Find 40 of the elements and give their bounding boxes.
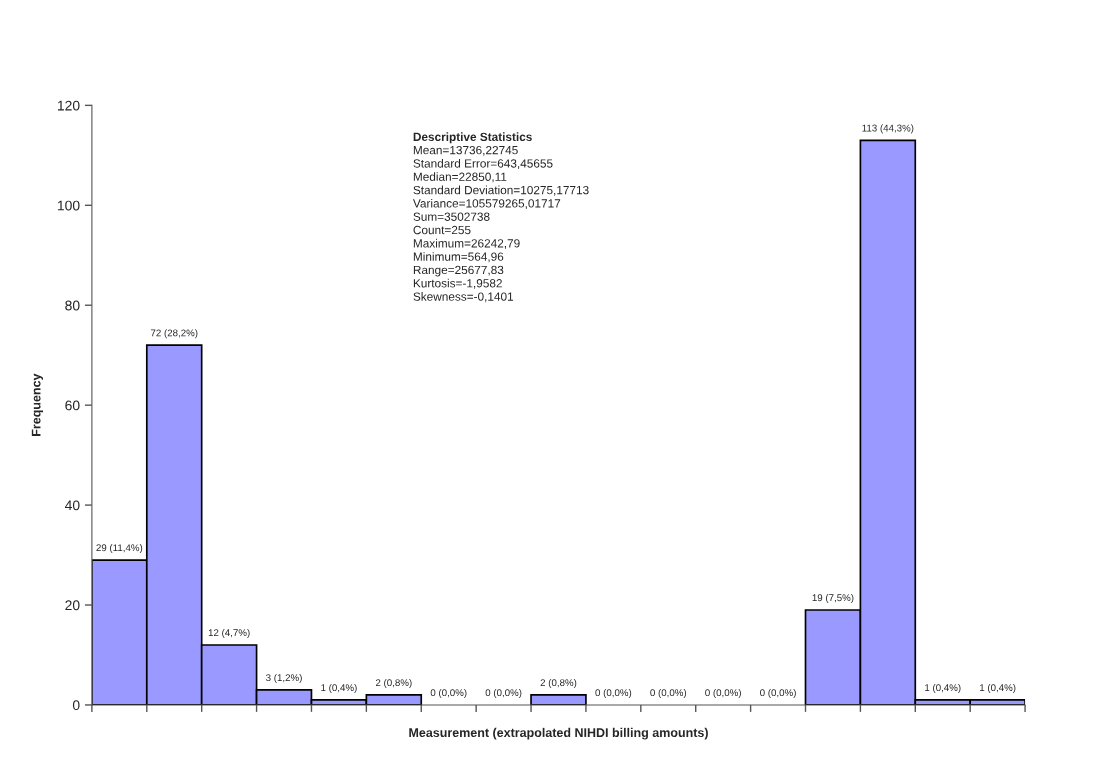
annotation: Median=22850,11 [413,172,507,183]
y-tick-label: 60 [65,400,80,411]
bar [530,694,587,705]
annotation: Variance=105579265,01717 [412,198,561,209]
data-label: 1 (0,4%) [321,683,357,693]
annotation: Mean=13736,22745 [413,145,518,156]
y-tick-label: 20 [65,600,80,611]
annotation: Standard Error=643,45655 [413,158,553,170]
data-label: 3 (1,2%) [266,673,302,683]
y-tick-label: 40 [64,500,80,511]
y-tick-label: 0 [72,700,80,711]
data-label: 0 (0,0%) [760,688,796,698]
data-label: 113 (44,3%) [862,124,914,134]
annotation: Range=25677,83 [413,265,504,277]
data-label: 2 (0,8%) [540,678,577,688]
data-label: 1 (0,4%) [980,683,1016,693]
annotation: Count=255 [413,225,471,235]
annotation: Standard Deviation=10275,17713 [413,185,589,196]
x-axis-title: Measurement (extrapolated NIHDI billing amounts) [409,727,708,740]
annotation: Sum=3502738 [413,212,490,221]
y-tick-label: 80 [65,300,80,311]
data-label: 0 (0,0%) [650,688,687,698]
annotation: Descriptive Statistics [413,132,532,144]
data-label: 19 (7,5%) [812,594,854,604]
data-label: 12 (4,7%) [208,628,250,639]
data-label: 2 (0,8%) [375,678,412,688]
data-label: 29 (11,4%) [96,544,143,554]
annotation: Skewness=-0,1401 [413,292,514,303]
data-label: 0 (0,0%) [595,688,632,698]
data-label: 0 (0,0%) [430,688,467,698]
y-tick-label: 120 [57,100,80,111]
data-label: 1 (0,4%) [925,683,961,693]
y-axis-title: Frequency [31,373,44,436]
data-label: 0 (0,0%) [485,688,522,698]
annotation: Kurtosis=-1,9582 [413,278,502,289]
annotation: Minimum=564,96 [413,252,504,263]
y-tick-label: 100 [57,200,80,211]
annotation: Maximum=26242,79 [413,238,520,249]
data-label: 72 (28,2%) [150,329,198,339]
data-label: 0 (0,0%) [705,688,741,698]
